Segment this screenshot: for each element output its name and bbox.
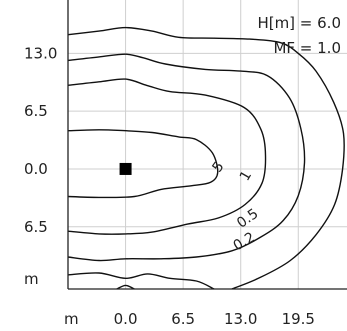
y-tick-label: 13.0: [24, 44, 57, 62]
contour-line: [67, 53, 306, 262]
contour-level-label: 5: [209, 159, 227, 175]
y-tick-label: 6.5: [24, 218, 48, 236]
y-tick-label: 6.5: [24, 102, 48, 120]
x-tick-label: 13.0: [224, 310, 257, 328]
source-marker: [119, 162, 132, 175]
y-tick-label: 0.0: [24, 160, 48, 178]
x-unit-label: m: [64, 310, 79, 328]
mf-annotation: MF = 1.0: [273, 39, 341, 57]
y-tick-labels: 13.0 6.5 0.0 6.5: [24, 44, 57, 235]
x-tick-label: 0.0: [114, 310, 138, 328]
grid: [68, 0, 347, 289]
y-unit-label: m: [24, 270, 39, 288]
contour-line: [67, 272, 215, 290]
contour-line: [116, 284, 135, 290]
height-annotation: H[m] = 6.0: [257, 14, 341, 32]
contour-level-label: 1: [237, 168, 255, 184]
contour-level-label: 0.2: [231, 229, 258, 254]
x-tick-labels: 0.0 6.5 13.0 19.5: [114, 310, 315, 328]
x-tick-label: 6.5: [171, 310, 195, 328]
contour-lines: [67, 26, 345, 290]
contour-line: [67, 129, 219, 199]
contour-line: [67, 26, 345, 290]
x-tick-label: 19.5: [282, 310, 315, 328]
contour-line: [67, 78, 267, 235]
